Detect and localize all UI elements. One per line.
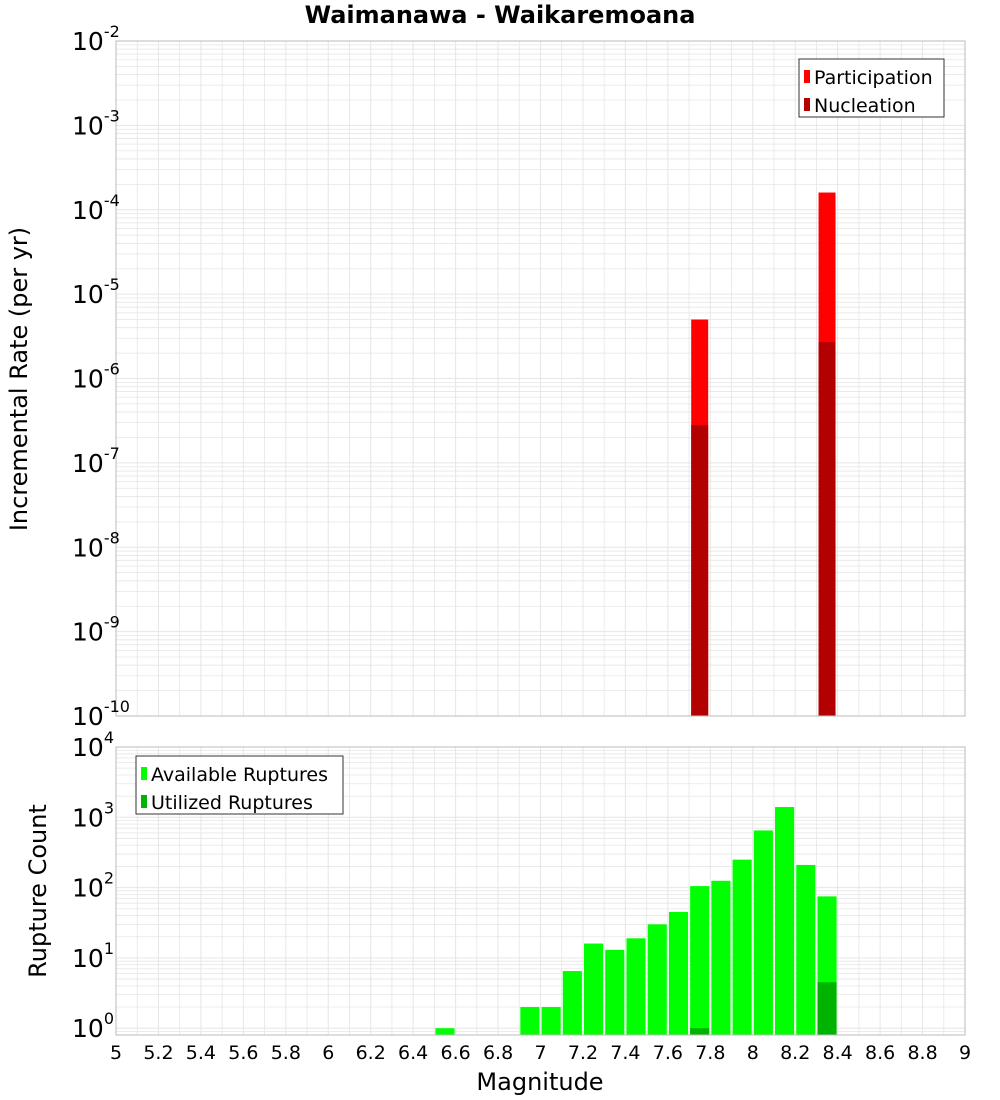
available-bar [647, 924, 667, 1035]
y-tick-label: 10-10 [72, 697, 130, 731]
y-tick-label: 100 [72, 1009, 114, 1043]
available-bar [541, 1007, 561, 1035]
rate-plot-border [115, 40, 966, 717]
x-tick-label: 5.8 [271, 1042, 301, 1064]
rate-panel: 10-10 10-9 10-8 10-7 10-6 10-5 10-4 10-3 10-2 In… [5, 22, 966, 731]
available-bar [775, 807, 795, 1035]
x-tick-label: 5.6 [228, 1042, 258, 1064]
y-tick-label: 103 [72, 798, 114, 832]
nucleation-bar [691, 425, 709, 716]
legend-label: Participation [814, 67, 933, 89]
available-bar [796, 864, 816, 1035]
y-tick-label: 101 [72, 939, 114, 973]
rate-grid [115, 40, 966, 717]
chart-title: Waimanawa - Waikaremoana [305, 1, 696, 29]
x-tick-label: 7.2 [568, 1042, 598, 1064]
count-plot-border [115, 746, 966, 1036]
available-bar [690, 886, 710, 1035]
available-bar [711, 880, 731, 1035]
available-bar [668, 911, 689, 1035]
x-tick-label: 7 [534, 1042, 546, 1064]
legend-box [135, 755, 344, 815]
legend-box [798, 58, 945, 118]
y-tick-label: 10-7 [72, 444, 120, 478]
rate-bars [691, 192, 836, 717]
x-tick-label: 6.6 [440, 1042, 470, 1064]
available-bar [605, 949, 625, 1035]
legend-swatch [804, 98, 810, 111]
x-tick-label: 5 [110, 1042, 122, 1064]
x-tick-label: 8.8 [907, 1042, 937, 1064]
magnitude-x-ticks: 5 5.2 5.4 5.6 5.8 6 6.2 6.4 6.6 6.8 7 7.2 7.4 7.6 7.8 8… [110, 1042, 971, 1064]
rate-y-axis-label: Incremental Rate (per yr) [5, 227, 33, 531]
x-tick-label: 5.4 [186, 1042, 216, 1064]
legend-swatch [804, 70, 810, 83]
x-tick-label: 8 [747, 1042, 759, 1064]
x-tick-label: 8.4 [823, 1042, 853, 1064]
legend-swatch [141, 795, 147, 808]
x-tick-label: 9 [959, 1042, 971, 1064]
available-bar [732, 859, 752, 1035]
available-bar [562, 971, 582, 1035]
y-tick-label: 10-6 [72, 360, 120, 394]
rate-legend: Participation Nucleation [798, 58, 945, 118]
y-tick-label: 10-5 [72, 275, 120, 309]
count-panel: 100 101 102 103 104 5 5.2 5.4 5.6 5.8 6 6.2 6.4 6.6 6… [24, 728, 971, 1096]
nucleation-bar [818, 342, 836, 716]
x-tick-label: 8.6 [865, 1042, 895, 1064]
x-tick-label: 6.4 [398, 1042, 428, 1064]
x-tick-label: 7.4 [610, 1042, 640, 1064]
legend-swatch [141, 767, 147, 780]
x-tick-label: 6.8 [483, 1042, 513, 1064]
x-tick-label: 7.8 [695, 1042, 725, 1064]
legend-label: Utilized Ruptures [151, 792, 313, 814]
count-y-axis-label: Rupture Count [24, 804, 52, 978]
y-tick-label: 10-8 [72, 528, 120, 562]
y-tick-label: 10-9 [72, 613, 120, 647]
available-bar [435, 1028, 455, 1035]
y-tick-label: 104 [72, 728, 114, 762]
available-bar [753, 830, 773, 1035]
y-tick-label: 10-3 [72, 106, 120, 140]
available-bar [520, 1007, 540, 1035]
count-bars [435, 807, 837, 1035]
magnitude-x-axis-label: Magnitude [476, 1068, 603, 1096]
legend-label: Nucleation [814, 95, 916, 117]
x-tick-label: 6.2 [356, 1042, 386, 1064]
x-tick-label: 7.6 [653, 1042, 683, 1064]
legend-label: Available Ruptures [151, 764, 328, 786]
count-y-ticks: 100 101 102 103 104 [72, 728, 114, 1043]
y-tick-label: 10-4 [72, 191, 120, 225]
y-tick-label: 102 [72, 869, 114, 903]
x-tick-label: 5.2 [143, 1042, 173, 1064]
y-tick-label: 10-2 [72, 22, 120, 56]
utilized-bar [690, 1028, 710, 1035]
available-bar [584, 943, 604, 1035]
rate-y-ticks: 10-10 10-9 10-8 10-7 10-6 10-5 10-4 10-3 10-2 [72, 22, 130, 731]
available-bar [626, 938, 646, 1035]
count-legend: Available Ruptures Utilized Ruptures [135, 755, 344, 815]
x-tick-label: 8.2 [780, 1042, 810, 1064]
x-tick-label: 6 [322, 1042, 334, 1064]
utilized-bar [817, 982, 837, 1035]
